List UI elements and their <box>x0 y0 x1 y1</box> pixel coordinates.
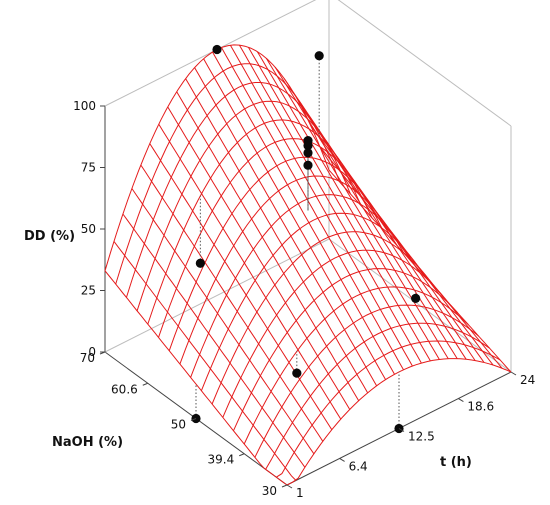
x-tick-label: 70 <box>80 351 95 365</box>
mesh-line-t <box>194 67 378 387</box>
data-point <box>411 293 421 303</box>
x-tick-label: 30 <box>262 484 277 498</box>
y-tick-mark <box>339 458 345 462</box>
mesh-line-t <box>265 58 449 359</box>
mesh-line-t <box>185 78 369 394</box>
data-point <box>303 140 313 151</box>
x-tick-label: 39.4 <box>208 453 235 467</box>
x-tick-mark <box>281 484 288 488</box>
data-point <box>303 148 313 158</box>
z-tick-label: 0 <box>88 345 96 359</box>
x-tick-mark <box>190 418 197 421</box>
mesh-line-t <box>131 188 315 455</box>
mesh-line-naoh <box>211 231 437 405</box>
mesh-line-t <box>176 91 360 401</box>
floor-edge-back-left <box>104 238 330 353</box>
x-tick-mark <box>142 382 148 386</box>
y-tick-mark <box>398 428 405 432</box>
y-tick-label: 1 <box>296 486 304 500</box>
mesh-line-t <box>140 164 324 442</box>
y-tick-mark <box>458 398 464 402</box>
mesh-line-naoh <box>233 268 458 431</box>
mesh-line-t <box>310 126 494 366</box>
data-point <box>195 258 205 268</box>
y-axis-label: t (h) <box>440 455 472 470</box>
z-tick-label: 50 <box>81 222 96 236</box>
y-tick-label: 6.4 <box>349 459 368 473</box>
z-tick-label: 75 <box>81 161 96 175</box>
mesh-line-t <box>167 106 351 410</box>
mesh-line-t <box>292 91 476 361</box>
y-tick-label: 12.5 <box>408 430 435 444</box>
y-tick-label: 24 <box>520 373 535 387</box>
z-axis-label: DD (%) <box>24 229 75 244</box>
mesh-line-naoh <box>254 304 480 458</box>
data-point <box>303 160 313 170</box>
mesh-line-t <box>319 146 503 369</box>
data-point <box>314 51 324 61</box>
data-point <box>212 44 222 55</box>
mesh-line-t <box>113 241 297 481</box>
mesh-line-naoh <box>286 358 512 486</box>
y-tick-mark <box>510 371 517 376</box>
mesh-line-t <box>212 51 395 375</box>
mesh-line-t <box>149 143 333 430</box>
mesh-line-t <box>203 58 387 380</box>
mesh-line-t <box>328 169 512 373</box>
x-axis-label: NaOH (%) <box>52 435 123 450</box>
mesh-line-naoh <box>276 340 501 478</box>
mesh-line-t <box>221 47 404 371</box>
z-tick-label: 100 <box>73 99 96 113</box>
z-tick-label: 25 <box>81 284 96 298</box>
mesh-line-t <box>274 66 458 359</box>
x-tick-label: 50 <box>171 418 186 432</box>
top-edge-right <box>337 0 512 127</box>
response-surface-mesh <box>104 44 512 486</box>
mesh-line-naoh <box>200 212 426 391</box>
mesh-line-t <box>256 51 440 360</box>
x-tick-mark <box>99 351 106 355</box>
mesh-line-t <box>122 213 306 468</box>
mesh-line-naoh <box>243 286 469 445</box>
y-tick-mark <box>286 484 293 489</box>
mesh-line-t <box>104 270 288 486</box>
data-point <box>292 368 302 378</box>
mesh-line-t <box>238 44 422 364</box>
mesh-line-t <box>158 123 342 420</box>
x-tick-mark <box>239 453 245 457</box>
tick-labels: 0 25 50 75 100 70 60.6 50 39.4 30 1 6.4 12.5 18.6 24 <box>73 99 535 500</box>
mesh-line-t <box>229 44 413 367</box>
y-tick-label: 18.6 <box>467 400 494 414</box>
mesh-line-naoh <box>265 322 490 470</box>
mesh-line-t <box>247 46 431 362</box>
mesh-line-naoh <box>222 249 448 418</box>
x-tick-label: 60.6 <box>111 382 138 396</box>
